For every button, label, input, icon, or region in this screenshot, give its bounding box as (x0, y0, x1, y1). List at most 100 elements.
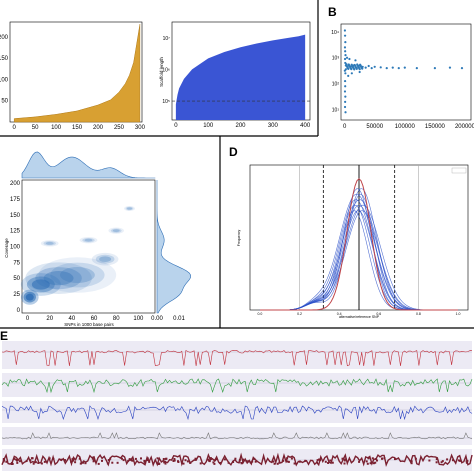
e-track-point (287, 460, 290, 463)
b-point (397, 67, 400, 70)
e-track-point (365, 460, 368, 463)
c-density-contour (25, 293, 34, 301)
e-track-point (40, 462, 43, 465)
e-track-point (34, 461, 37, 464)
e-track-point (234, 457, 237, 460)
c-y-label: Coverage (4, 238, 9, 258)
c-x-tick: 20 (46, 316, 53, 322)
e-track-line (1, 432, 473, 440)
e-track-point (157, 463, 160, 465)
e-track-point (212, 461, 215, 464)
e-track-point (254, 460, 257, 463)
e-track-point (25, 460, 28, 462)
e-track-point (111, 461, 114, 464)
b-point (343, 105, 347, 109)
b-point (403, 66, 406, 69)
e-track-point (304, 459, 307, 462)
e-track-point (245, 460, 248, 463)
e-track-point (247, 460, 250, 463)
e-track-point (441, 460, 444, 463)
e-track-point (414, 457, 417, 460)
e-track-point (282, 459, 285, 462)
e-track-point (207, 458, 210, 461)
c-density-contour (123, 205, 136, 212)
a1-y-tick: 150 (0, 56, 9, 62)
e-track-point (11, 463, 13, 465)
d-reference-curve (259, 178, 459, 311)
b-point (343, 90, 347, 93)
e-track-point (134, 457, 137, 460)
c-y-tick: 100 (10, 245, 21, 251)
c-density-contour (112, 229, 120, 233)
d-x-tick: 0.0 (257, 312, 262, 316)
a2-y-ticks: 10⁷ 10⁶ 10⁵ (162, 36, 170, 105)
e-track-point (290, 457, 293, 460)
d-x-tick: 1.0 (456, 312, 461, 316)
panel-letter-d: D (229, 145, 238, 159)
c-x-tick: 0 (26, 316, 30, 322)
e-track-point (189, 461, 192, 464)
a1-x-ticks: 0 50 100 150 200 250 300 (13, 125, 146, 131)
c-density-contour (84, 238, 93, 242)
e-tracks (1, 341, 473, 471)
e-track-point (240, 462, 243, 464)
b-y-tick: 10² (332, 82, 340, 88)
e-track-point (116, 461, 119, 464)
chart-e (1, 341, 473, 471)
e-track-point (32, 462, 35, 465)
b-point (343, 79, 347, 83)
d-y-label: Frequency (237, 229, 241, 246)
b-point (348, 57, 351, 61)
a1-x-tick: 0 (13, 125, 17, 131)
e-track-point (78, 457, 81, 460)
e-track-point (238, 460, 241, 463)
e-track-point (331, 461, 334, 464)
e-track-point (182, 462, 185, 465)
c-y-tick: 200 (10, 181, 21, 187)
a2-y-tick: 10⁶ (162, 67, 170, 73)
e-track-point (84, 462, 87, 465)
b-point (344, 95, 347, 98)
b-point (355, 67, 358, 70)
e-track-point (344, 458, 347, 461)
e-track-point (238, 458, 241, 461)
a1-x-tick: 50 (32, 125, 39, 131)
panel-separators (0, 0, 474, 329)
b-point (385, 67, 388, 70)
e-track-point (140, 457, 142, 460)
e-track-point (97, 462, 100, 465)
a1-y-tick: 200 (0, 35, 9, 41)
a2-x-ticks: 0 100 200 300 400 (174, 123, 311, 129)
a1-y-tick: 100 (0, 77, 9, 83)
e-track-point (452, 459, 454, 462)
e-track-point (329, 459, 332, 462)
e-track-point (273, 462, 276, 465)
chart-d: 0.0 0.2 0.4 0.6 0.8 1.0 alternative/reference… (237, 164, 469, 319)
e-track-point (3, 459, 6, 462)
c-density (20, 205, 136, 305)
b-point (344, 85, 347, 88)
e-track-point (375, 458, 378, 460)
b-point (364, 66, 367, 69)
e-track-point (286, 457, 289, 460)
a2-x-tick: 100 (203, 123, 214, 129)
e-track-point (214, 459, 216, 462)
c-margin-tick: 0.01 (173, 316, 185, 322)
e-track-point (215, 458, 218, 461)
e-track-point (465, 460, 468, 463)
e-track-point (232, 461, 235, 463)
b-point (343, 46, 347, 49)
d-x-label: alternative/reference SNP (339, 315, 380, 319)
e-track-point (37, 462, 40, 464)
c-density-contour (38, 257, 117, 293)
c-density-contour (50, 262, 105, 288)
e-track-point (29, 459, 32, 462)
e-track-point (457, 459, 460, 462)
c-x-ticks: 0 20 40 60 80 100 (26, 316, 144, 322)
c-density-contour (82, 237, 95, 243)
c-density-contour (43, 271, 74, 286)
e-track-point (91, 457, 94, 460)
b-point (415, 67, 418, 70)
c-frame (21, 179, 156, 314)
b-point (344, 50, 347, 53)
